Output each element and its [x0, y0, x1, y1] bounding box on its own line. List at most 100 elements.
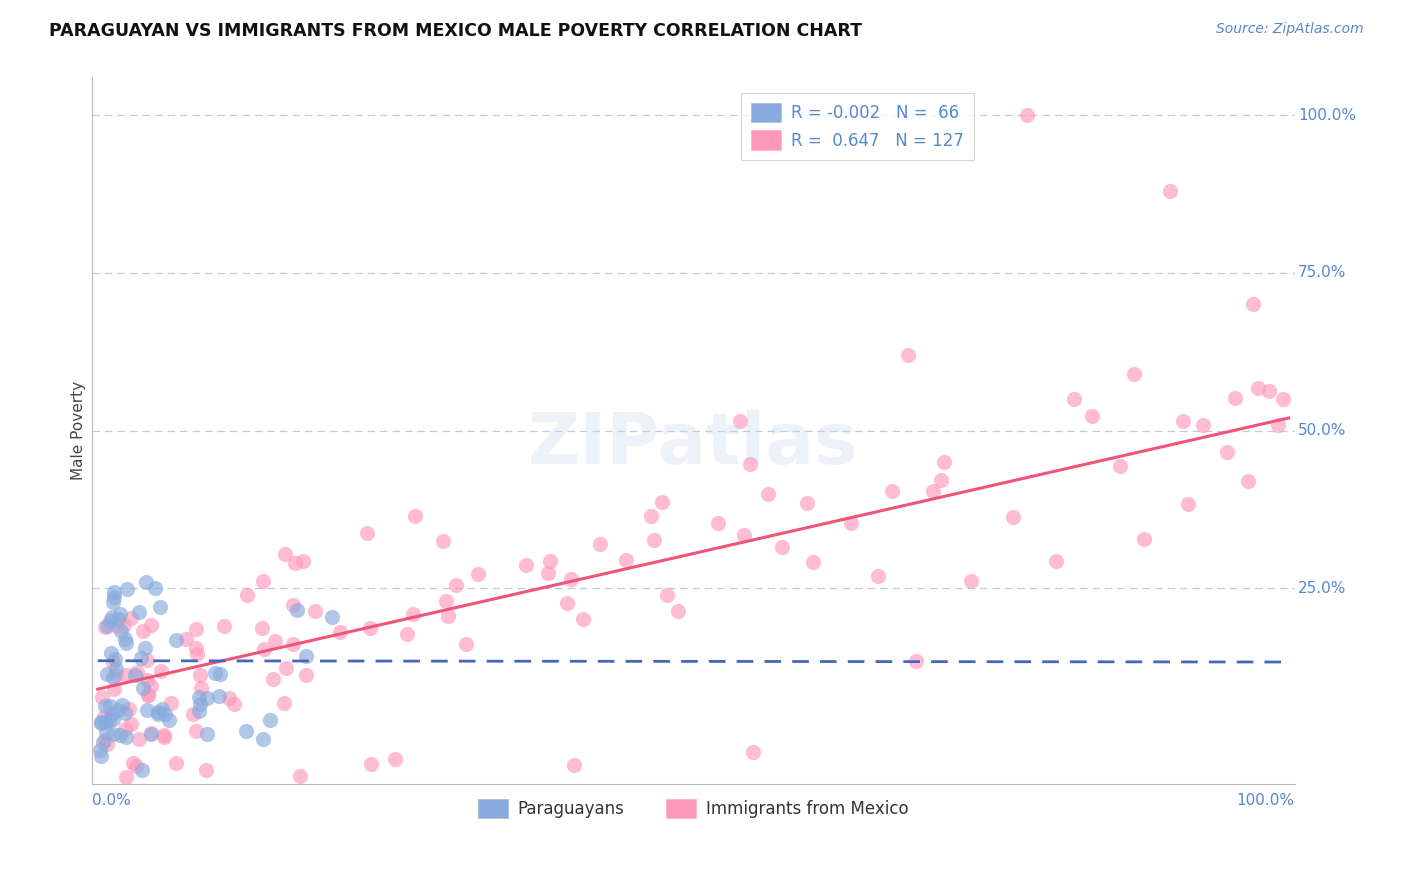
- Point: [758, 486, 780, 500]
- Point: [295, 668, 318, 682]
- Point: [880, 483, 903, 498]
- Point: [1109, 459, 1132, 474]
- Point: [141, 727, 163, 741]
- Point: [1133, 532, 1156, 546]
- Point: [190, 681, 212, 696]
- Point: [263, 634, 285, 648]
- Point: [359, 621, 381, 635]
- Point: [290, 768, 312, 782]
- Point: [135, 575, 157, 590]
- Point: [110, 607, 132, 622]
- Point: [94, 620, 117, 634]
- Point: [188, 697, 211, 711]
- Point: [125, 665, 148, 680]
- Point: [101, 706, 124, 721]
- Point: [360, 757, 382, 772]
- Point: [437, 609, 460, 624]
- Point: [94, 698, 117, 713]
- Point: [235, 724, 257, 739]
- Point: [115, 636, 138, 650]
- Point: [274, 547, 297, 561]
- Point: [262, 672, 284, 686]
- Text: 0.0%: 0.0%: [91, 793, 131, 808]
- Point: [96, 667, 118, 681]
- Point: [186, 723, 208, 738]
- Y-axis label: Male Poverty: Male Poverty: [72, 381, 86, 480]
- Point: [252, 731, 274, 746]
- Point: [98, 713, 121, 727]
- Point: [93, 710, 115, 724]
- Point: [1223, 391, 1246, 405]
- Point: [118, 702, 141, 716]
- Point: [467, 567, 489, 582]
- Point: [1045, 554, 1067, 568]
- Point: [208, 666, 231, 681]
- Point: [110, 624, 132, 638]
- Point: [250, 621, 273, 635]
- Point: [160, 696, 183, 710]
- Point: [304, 604, 326, 618]
- Point: [321, 610, 343, 624]
- Point: [866, 568, 889, 582]
- Point: [274, 661, 297, 675]
- Point: [1272, 392, 1295, 407]
- Point: [1177, 497, 1199, 511]
- Text: 25.0%: 25.0%: [1298, 581, 1347, 596]
- Point: [94, 715, 117, 730]
- Point: [922, 483, 945, 498]
- Point: [100, 646, 122, 660]
- Point: [91, 735, 114, 749]
- Text: 100.0%: 100.0%: [1298, 108, 1357, 123]
- Point: [107, 612, 129, 626]
- Point: [640, 508, 662, 523]
- Point: [186, 623, 208, 637]
- Point: [285, 603, 308, 617]
- Point: [651, 495, 673, 509]
- Point: [120, 611, 142, 625]
- Point: [115, 582, 138, 596]
- Point: [91, 690, 114, 705]
- Point: [148, 707, 170, 722]
- Point: [101, 655, 124, 669]
- Point: [1159, 184, 1181, 198]
- Point: [896, 348, 918, 362]
- Point: [141, 725, 163, 739]
- Point: [135, 703, 157, 717]
- Point: [115, 771, 138, 785]
- Point: [96, 737, 118, 751]
- Point: [614, 553, 637, 567]
- Point: [402, 607, 425, 621]
- Point: [138, 688, 160, 702]
- Point: [188, 667, 211, 681]
- Point: [150, 665, 173, 679]
- Point: [1216, 445, 1239, 459]
- Point: [112, 617, 135, 632]
- Point: [94, 725, 117, 739]
- Point: [139, 679, 162, 693]
- Point: [101, 609, 124, 624]
- Point: [222, 697, 245, 711]
- Point: [212, 619, 235, 633]
- Point: [796, 496, 818, 510]
- Point: [284, 557, 307, 571]
- Point: [93, 732, 115, 747]
- Point: [111, 698, 134, 712]
- Point: [103, 670, 125, 684]
- Point: [432, 534, 454, 549]
- Point: [143, 581, 166, 595]
- Point: [101, 712, 124, 726]
- Point: [1081, 409, 1104, 423]
- Point: [114, 632, 136, 646]
- Point: [89, 743, 111, 757]
- Point: [562, 757, 585, 772]
- Point: [560, 572, 582, 586]
- Point: [103, 590, 125, 604]
- Point: [434, 594, 457, 608]
- Point: [1258, 384, 1281, 398]
- Point: [157, 713, 180, 727]
- Point: [103, 682, 125, 697]
- Point: [104, 652, 127, 666]
- Point: [90, 748, 112, 763]
- Point: [153, 728, 176, 742]
- Point: [281, 599, 304, 613]
